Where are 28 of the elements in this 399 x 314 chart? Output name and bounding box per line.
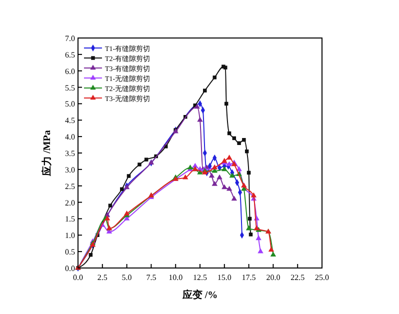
y-tick-label: 0.5: [65, 248, 75, 257]
y-tick-label: 0.0: [65, 264, 75, 273]
y-tick-label: 7.0: [65, 34, 75, 43]
x-tick-label: 12.5: [193, 273, 207, 282]
x-axis-title: 应变 /%: [181, 289, 218, 301]
x-tick-label: 5.0: [122, 273, 132, 282]
y-tick-label: 3.0: [65, 165, 75, 174]
y-tick-label: 5.5: [65, 83, 75, 92]
x-tick-label: 0.0: [73, 273, 83, 282]
x-tick-label: 22.5: [290, 273, 305, 282]
y-tick-label: 6.0: [65, 66, 75, 76]
y-tick-label: 4.0: [65, 132, 75, 142]
x-tick-label: 10.0: [168, 273, 183, 282]
y-tick-label: 1.0: [65, 231, 75, 240]
x-tick-label: 2.5: [97, 273, 108, 282]
x-tick-label: 25.0: [315, 273, 329, 282]
x-tick-label: 15.0: [217, 273, 232, 282]
x-tick-label: 7.5: [146, 273, 156, 282]
y-tick-label: 4.5: [65, 116, 75, 126]
x-tick-label: 17.5: [242, 273, 256, 282]
x-tick-label: 20.0: [266, 273, 280, 282]
y-tick-label: 3.5: [65, 149, 75, 158]
y-tick-label: 2.0: [65, 198, 75, 208]
y-tick-label: 6.5: [65, 50, 75, 60]
y-tick-label: 5.0: [65, 100, 75, 109]
y-tick-label: 1.5: [65, 214, 75, 224]
y-tick-label: 2.5: [65, 182, 75, 191]
y-axis-title: 应力 /MPa: [41, 130, 53, 177]
